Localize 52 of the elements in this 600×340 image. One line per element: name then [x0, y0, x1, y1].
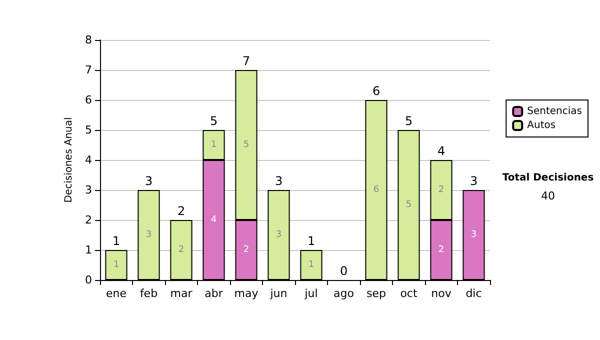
data-label: 1	[210, 140, 217, 150]
x-tick-label: jun	[269, 287, 288, 300]
total-label: 3	[144, 174, 153, 188]
total-label: 5	[404, 114, 413, 128]
y-tick-label: 4	[85, 154, 92, 166]
x-tick-label: feb	[140, 287, 158, 300]
total-label: 5	[210, 114, 218, 128]
y-tick-label: 2	[85, 214, 92, 226]
data-label: 6	[373, 185, 380, 195]
data-label: 2	[438, 245, 444, 255]
data-label: 1	[113, 260, 120, 270]
legend-label: Sentencias	[527, 106, 582, 117]
y-tick-label: 8	[85, 34, 92, 46]
total-label: 6	[372, 84, 380, 98]
text: 40	[541, 190, 555, 202]
total-label: 3	[470, 174, 478, 188]
data-label: 2	[243, 245, 250, 255]
x-tick-label: ago	[334, 287, 354, 300]
x-tick-label: sep	[366, 287, 386, 300]
x-tick-label: jul	[304, 287, 318, 300]
total-label: 7	[242, 54, 250, 68]
y-tick-label: 5	[85, 124, 92, 136]
data-label: 5	[243, 140, 250, 150]
data-label: 5	[406, 200, 412, 210]
data-label: 2	[438, 185, 444, 195]
text: Total Decisiones	[502, 172, 594, 184]
data-label: 4	[210, 215, 217, 225]
total-label: 3	[274, 174, 283, 188]
x-tick-label: abr	[204, 287, 224, 300]
y-tick-label: 0	[85, 274, 92, 286]
y-tick-label: 1	[85, 244, 92, 256]
total-label: 2	[177, 204, 186, 218]
total-label: 1	[307, 234, 316, 248]
y-axis-title: Decisiones Anual	[64, 117, 75, 203]
x-tick-label: mar	[170, 287, 193, 300]
total-label: 1	[112, 234, 120, 248]
total-label: 4	[437, 144, 446, 158]
x-tick-label: may	[234, 287, 259, 300]
x-tick-label: oct	[400, 287, 418, 300]
data-label: 2	[178, 245, 184, 255]
x-tick-label: ene	[106, 287, 127, 300]
y-tick-label: 7	[85, 64, 92, 76]
data-label: 3	[470, 230, 477, 240]
total-label: 0	[340, 264, 348, 278]
legend-label: Autos	[527, 120, 556, 131]
x-tick-label: dic	[466, 287, 482, 300]
y-tick-label: 6	[85, 94, 92, 106]
x-tick-label: nov	[431, 287, 452, 300]
data-label: 3	[276, 230, 282, 240]
data-label: 3	[146, 230, 152, 240]
y-tick-label: 3	[85, 184, 92, 196]
data-label: 1	[308, 260, 314, 270]
